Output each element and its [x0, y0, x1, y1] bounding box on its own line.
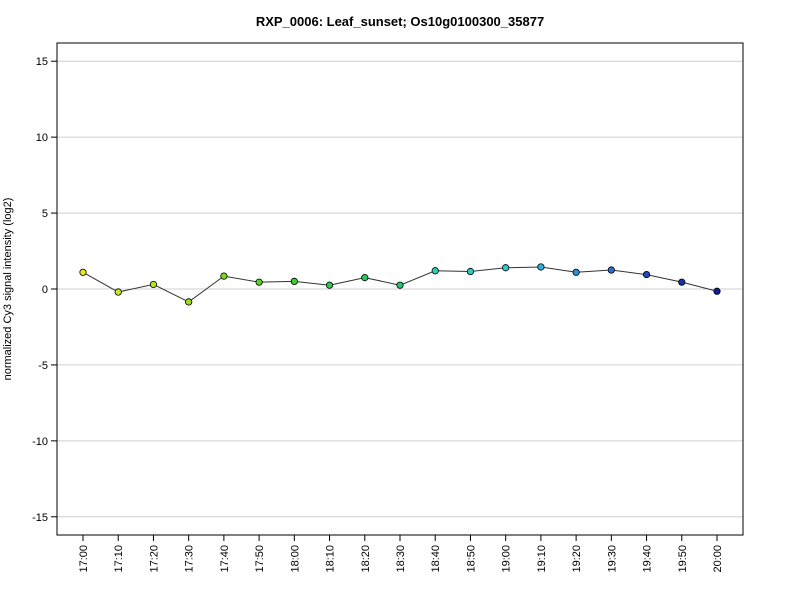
data-point	[466, 267, 475, 276]
grid-layer	[57, 60, 743, 518]
chart-title: RXP_0006: Leaf_sunset; Os10g0100300_3587…	[256, 14, 544, 29]
data-point	[255, 278, 263, 286]
data-point	[431, 267, 439, 275]
y-tick-label: 15	[36, 56, 48, 68]
data-point	[678, 278, 686, 286]
x-tick-label: 19:30	[606, 545, 618, 573]
data-point	[185, 298, 193, 306]
data-point	[79, 268, 87, 276]
data-point	[713, 287, 721, 295]
y-tick-label: 5	[42, 208, 48, 220]
data-point	[114, 288, 122, 296]
data-point	[642, 270, 651, 279]
plot-frame	[56, 42, 744, 536]
data-point	[361, 274, 369, 282]
data-point	[537, 263, 545, 271]
y-tick-label: 0	[42, 284, 48, 296]
x-tick-label: 19:10	[536, 545, 548, 573]
x-tick-label: 18:00	[289, 545, 301, 573]
x-tick-label: 19:40	[642, 545, 654, 573]
y-tick-label: -5	[38, 360, 48, 372]
axis-layer: 15 10 5 0 -5 -10 -15 17:00 17:10 17:20 17:30 17:40 1…	[32, 56, 724, 572]
x-tick-label: 19:20	[571, 545, 583, 573]
x-tick-label: 18:10	[325, 545, 337, 573]
x-tick-label: 17:00	[78, 545, 90, 573]
series-layer	[79, 263, 721, 306]
x-tick-label: 17:40	[219, 545, 231, 573]
data-point	[325, 281, 334, 289]
data-point	[290, 277, 298, 286]
data-point	[607, 266, 615, 274]
x-tick-label: 17:50	[254, 545, 266, 573]
x-tick-label: 17:30	[184, 545, 196, 573]
y-tick-label: 10	[36, 132, 48, 144]
x-tick-label: 18:50	[465, 545, 477, 573]
x-tick-label: 20:00	[712, 545, 724, 573]
y-axis-label: normalized Cy3 signal intensity (log2)	[2, 198, 14, 381]
x-tick-label: 19:00	[501, 545, 513, 573]
data-point	[220, 272, 228, 280]
x-tick-label: 17:10	[113, 545, 125, 573]
x-tick-label: 18:40	[430, 545, 442, 573]
data-point	[149, 280, 158, 289]
data-point	[502, 264, 510, 272]
x-tick-label: 17:20	[148, 545, 160, 573]
y-tick-label: -15	[32, 512, 48, 524]
x-tick-label: 18:30	[395, 545, 407, 573]
data-point	[396, 281, 404, 289]
x-tick-label: 18:20	[360, 545, 372, 573]
data-point	[572, 268, 580, 276]
y-tick-label: -10	[32, 436, 48, 448]
x-tick-label: 19:50	[677, 545, 689, 573]
